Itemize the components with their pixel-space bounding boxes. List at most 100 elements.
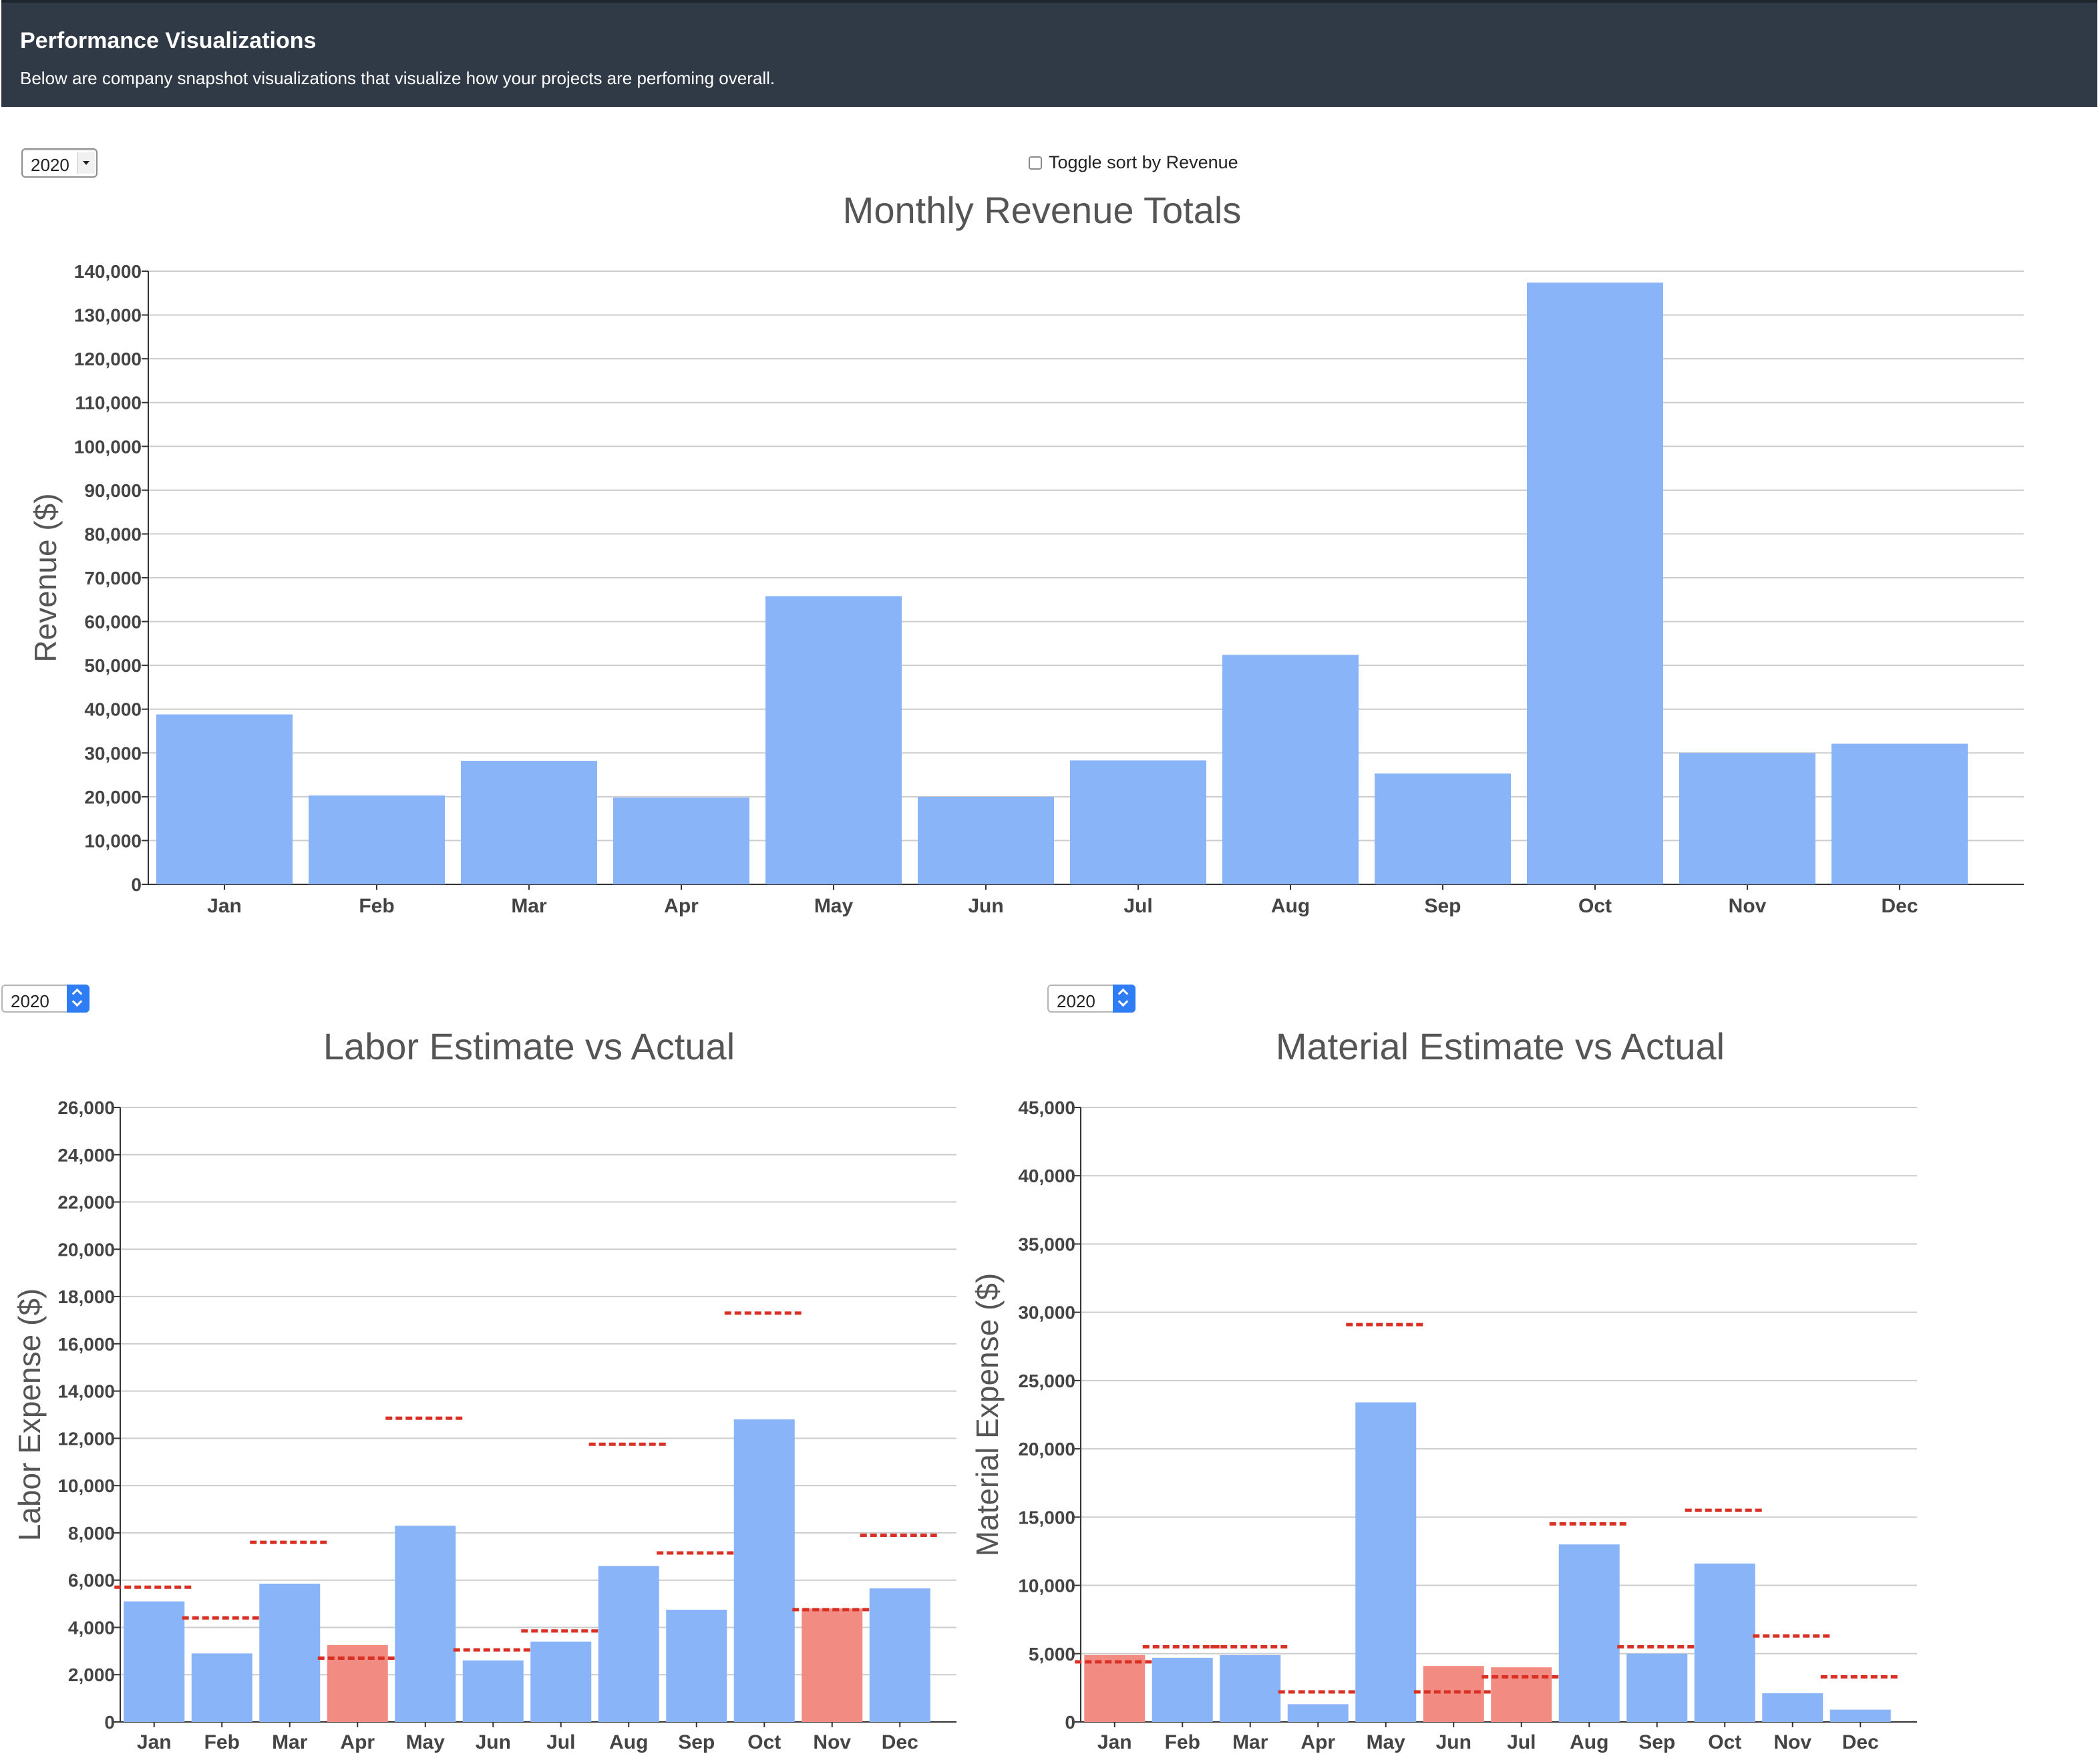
- material-x-tick-label: Oct: [1708, 1731, 1741, 1753]
- chevron-updown-icon: [1113, 985, 1135, 1013]
- revenue-bar-mar: [461, 761, 597, 884]
- labor-bar-feb: [191, 1653, 252, 1722]
- labor-y-tick-label: 8,000: [68, 1523, 115, 1544]
- revenue-y-tick-label: 60,000: [84, 612, 142, 633]
- material-y-tick-label: 40,000: [1018, 1166, 1075, 1186]
- revenue-bar-aug: [1222, 655, 1359, 884]
- revenue-y-tick-label: 100,000: [74, 436, 142, 457]
- page-header: Performance Visualizations Below are com…: [1, 0, 2097, 107]
- labor-bar-apr: [327, 1645, 388, 1722]
- revenue-bar-oct: [1527, 283, 1663, 884]
- page-title: Performance Visualizations: [20, 28, 317, 53]
- revenue-y-tick-label: 90,000: [84, 480, 142, 501]
- revenue-x-tick-label: Feb: [359, 895, 394, 917]
- labor-x-tick-label: Nov: [813, 1731, 851, 1753]
- material-bar-oct: [1694, 1563, 1755, 1722]
- material-x-tick-label: Apr: [1300, 1731, 1335, 1753]
- revenue-x-tick-label: Jun: [968, 895, 1003, 917]
- material-y-tick-label: 5,000: [1029, 1644, 1075, 1664]
- material-y-axis-label: Material Expense ($): [970, 1273, 1005, 1556]
- chevron-down-icon: [77, 152, 95, 174]
- revenue-y-tick-label: 70,000: [84, 568, 142, 588]
- revenue-x-tick-label: Sep: [1424, 895, 1461, 917]
- material-year-select[interactable]: 2020: [1047, 985, 1135, 1013]
- material-bar-feb: [1152, 1657, 1213, 1722]
- labor-chart-title: Labor Estimate vs Actual: [323, 1025, 735, 1067]
- labor-y-tick-label: 26,000: [57, 1097, 115, 1118]
- chevron-updown-icon: [67, 985, 90, 1013]
- labor-y-tick-label: 18,000: [57, 1286, 115, 1307]
- material-y-tick-label: 25,000: [1018, 1371, 1075, 1391]
- material-x-tick-label: Dec: [1842, 1731, 1879, 1753]
- revenue-y-tick-label: 30,000: [84, 743, 142, 763]
- labor-x-tick-label: Aug: [609, 1731, 648, 1753]
- revenue-x-tick-label: Jan: [207, 895, 242, 917]
- revenue-bar-sep: [1375, 773, 1511, 884]
- material-bar-sep: [1626, 1653, 1688, 1722]
- material-bar-jul: [1491, 1667, 1552, 1722]
- material-bar-dec: [1829, 1709, 1891, 1722]
- sort-toggle[interactable]: Toggle sort by Revenue: [1029, 152, 1238, 173]
- revenue-bar-dec: [1831, 743, 1968, 884]
- material-x-tick-label: May: [1367, 1731, 1406, 1753]
- revenue-bar-nov: [1679, 753, 1815, 884]
- material-x-tick-label: Mar: [1232, 1731, 1268, 1753]
- labor-x-tick-label: Mar: [272, 1731, 308, 1753]
- labor-x-tick-label: Dec: [882, 1731, 918, 1753]
- labor-y-axis-label: Labor Expense ($): [12, 1288, 47, 1541]
- labor-y-tick-label: 16,000: [57, 1334, 115, 1355]
- material-bar-mar: [1220, 1654, 1281, 1722]
- labor-y-tick-label: 12,000: [57, 1428, 115, 1449]
- revenue-y-tick-label: 110,000: [75, 393, 142, 413]
- material-y-tick-label: 20,000: [1018, 1439, 1075, 1459]
- labor-x-tick-label: Feb: [204, 1731, 240, 1753]
- labor-y-tick-label: 0: [104, 1712, 115, 1733]
- labor-x-tick-label: Oct: [747, 1731, 781, 1753]
- revenue-y-tick-label: 20,000: [84, 787, 142, 808]
- material-bar-may: [1355, 1402, 1417, 1722]
- revenue-bar-jul: [1070, 760, 1206, 884]
- revenue-bar-may: [765, 596, 902, 884]
- material-y-tick-label: 0: [1065, 1712, 1075, 1733]
- labor-bar-dec: [869, 1588, 930, 1722]
- revenue-x-tick-label: Dec: [1881, 895, 1918, 917]
- labor-y-tick-label: 14,000: [57, 1381, 115, 1402]
- revenue-x-tick-label: Jul: [1123, 895, 1152, 917]
- material-y-tick-label: 10,000: [1018, 1576, 1075, 1596]
- labor-x-tick-label: Jul: [546, 1731, 575, 1753]
- labor-x-tick-label: Jan: [137, 1731, 172, 1753]
- labor-y-tick-label: 10,000: [57, 1475, 115, 1496]
- revenue-year-select[interactable]: 2020: [21, 148, 98, 178]
- revenue-y-tick-label: 140,000: [74, 261, 142, 282]
- material-bar-jan: [1084, 1654, 1146, 1722]
- labor-bar-mar: [259, 1584, 321, 1722]
- revenue-chart-title: Monthly Revenue Totals: [843, 189, 1242, 231]
- labor-y-tick-label: 20,000: [57, 1239, 115, 1260]
- material-x-tick-label: Jul: [1507, 1731, 1536, 1753]
- revenue-y-tick-label: 130,000: [74, 305, 142, 326]
- revenue-y-tick-label: 80,000: [84, 524, 142, 544]
- labor-bar-jul: [530, 1641, 592, 1722]
- revenue-x-tick-label: Oct: [1578, 895, 1612, 917]
- material-bar-nov: [1762, 1693, 1823, 1722]
- material-bar-aug: [1558, 1544, 1620, 1722]
- labor-y-tick-label: 4,000: [68, 1617, 115, 1638]
- labor-y-tick-label: 24,000: [57, 1145, 115, 1166]
- labor-x-tick-label: May: [406, 1731, 446, 1753]
- sort-toggle-label: Toggle sort by Revenue: [1049, 152, 1238, 172]
- labor-bar-may: [395, 1526, 456, 1722]
- labor-y-tick-label: 22,000: [57, 1192, 115, 1213]
- revenue-bar-feb: [309, 795, 445, 884]
- labor-x-tick-label: Sep: [678, 1731, 715, 1753]
- revenue-y-tick-label: 40,000: [84, 699, 142, 720]
- labor-y-tick-label: 2,000: [68, 1664, 115, 1685]
- sort-toggle-checkbox[interactable]: [1029, 156, 1042, 170]
- labor-bar-oct: [733, 1419, 795, 1722]
- material-y-tick-label: 30,000: [1018, 1302, 1075, 1323]
- material-x-tick-label: Aug: [1570, 1731, 1608, 1753]
- revenue-y-tick-label: 50,000: [84, 655, 142, 676]
- page-subtitle: Below are company snapshot visualization…: [20, 68, 775, 88]
- material-y-tick-label: 35,000: [1018, 1234, 1075, 1254]
- labor-year-select[interactable]: 2020: [1, 985, 90, 1013]
